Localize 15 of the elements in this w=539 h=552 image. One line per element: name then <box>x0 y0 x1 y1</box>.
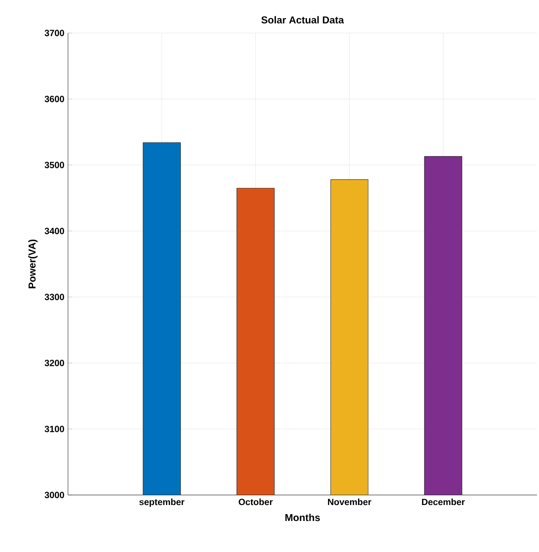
y-tick-label: 3200 <box>44 360 64 366</box>
x-tick-label: November <box>328 498 372 506</box>
y-tick-label: 3700 <box>44 30 64 36</box>
y-tick-label: 3000 <box>44 492 64 498</box>
y-tick-label: 3300 <box>44 294 64 300</box>
y-tick-label: 3100 <box>44 426 64 432</box>
x-tick-label: December <box>422 498 465 506</box>
y-tick-label: 3500 <box>44 162 64 168</box>
y-tick-label: 3400 <box>44 228 64 234</box>
y-axis-title: Power(VA) <box>28 240 38 288</box>
y-tick-label: 3600 <box>44 96 64 102</box>
x-tick-label: september <box>139 498 184 507</box>
x-tick-label: October <box>238 498 273 506</box>
chart-title: Solar Actual Data <box>261 16 344 24</box>
x-axis-title: Months <box>285 514 320 522</box>
